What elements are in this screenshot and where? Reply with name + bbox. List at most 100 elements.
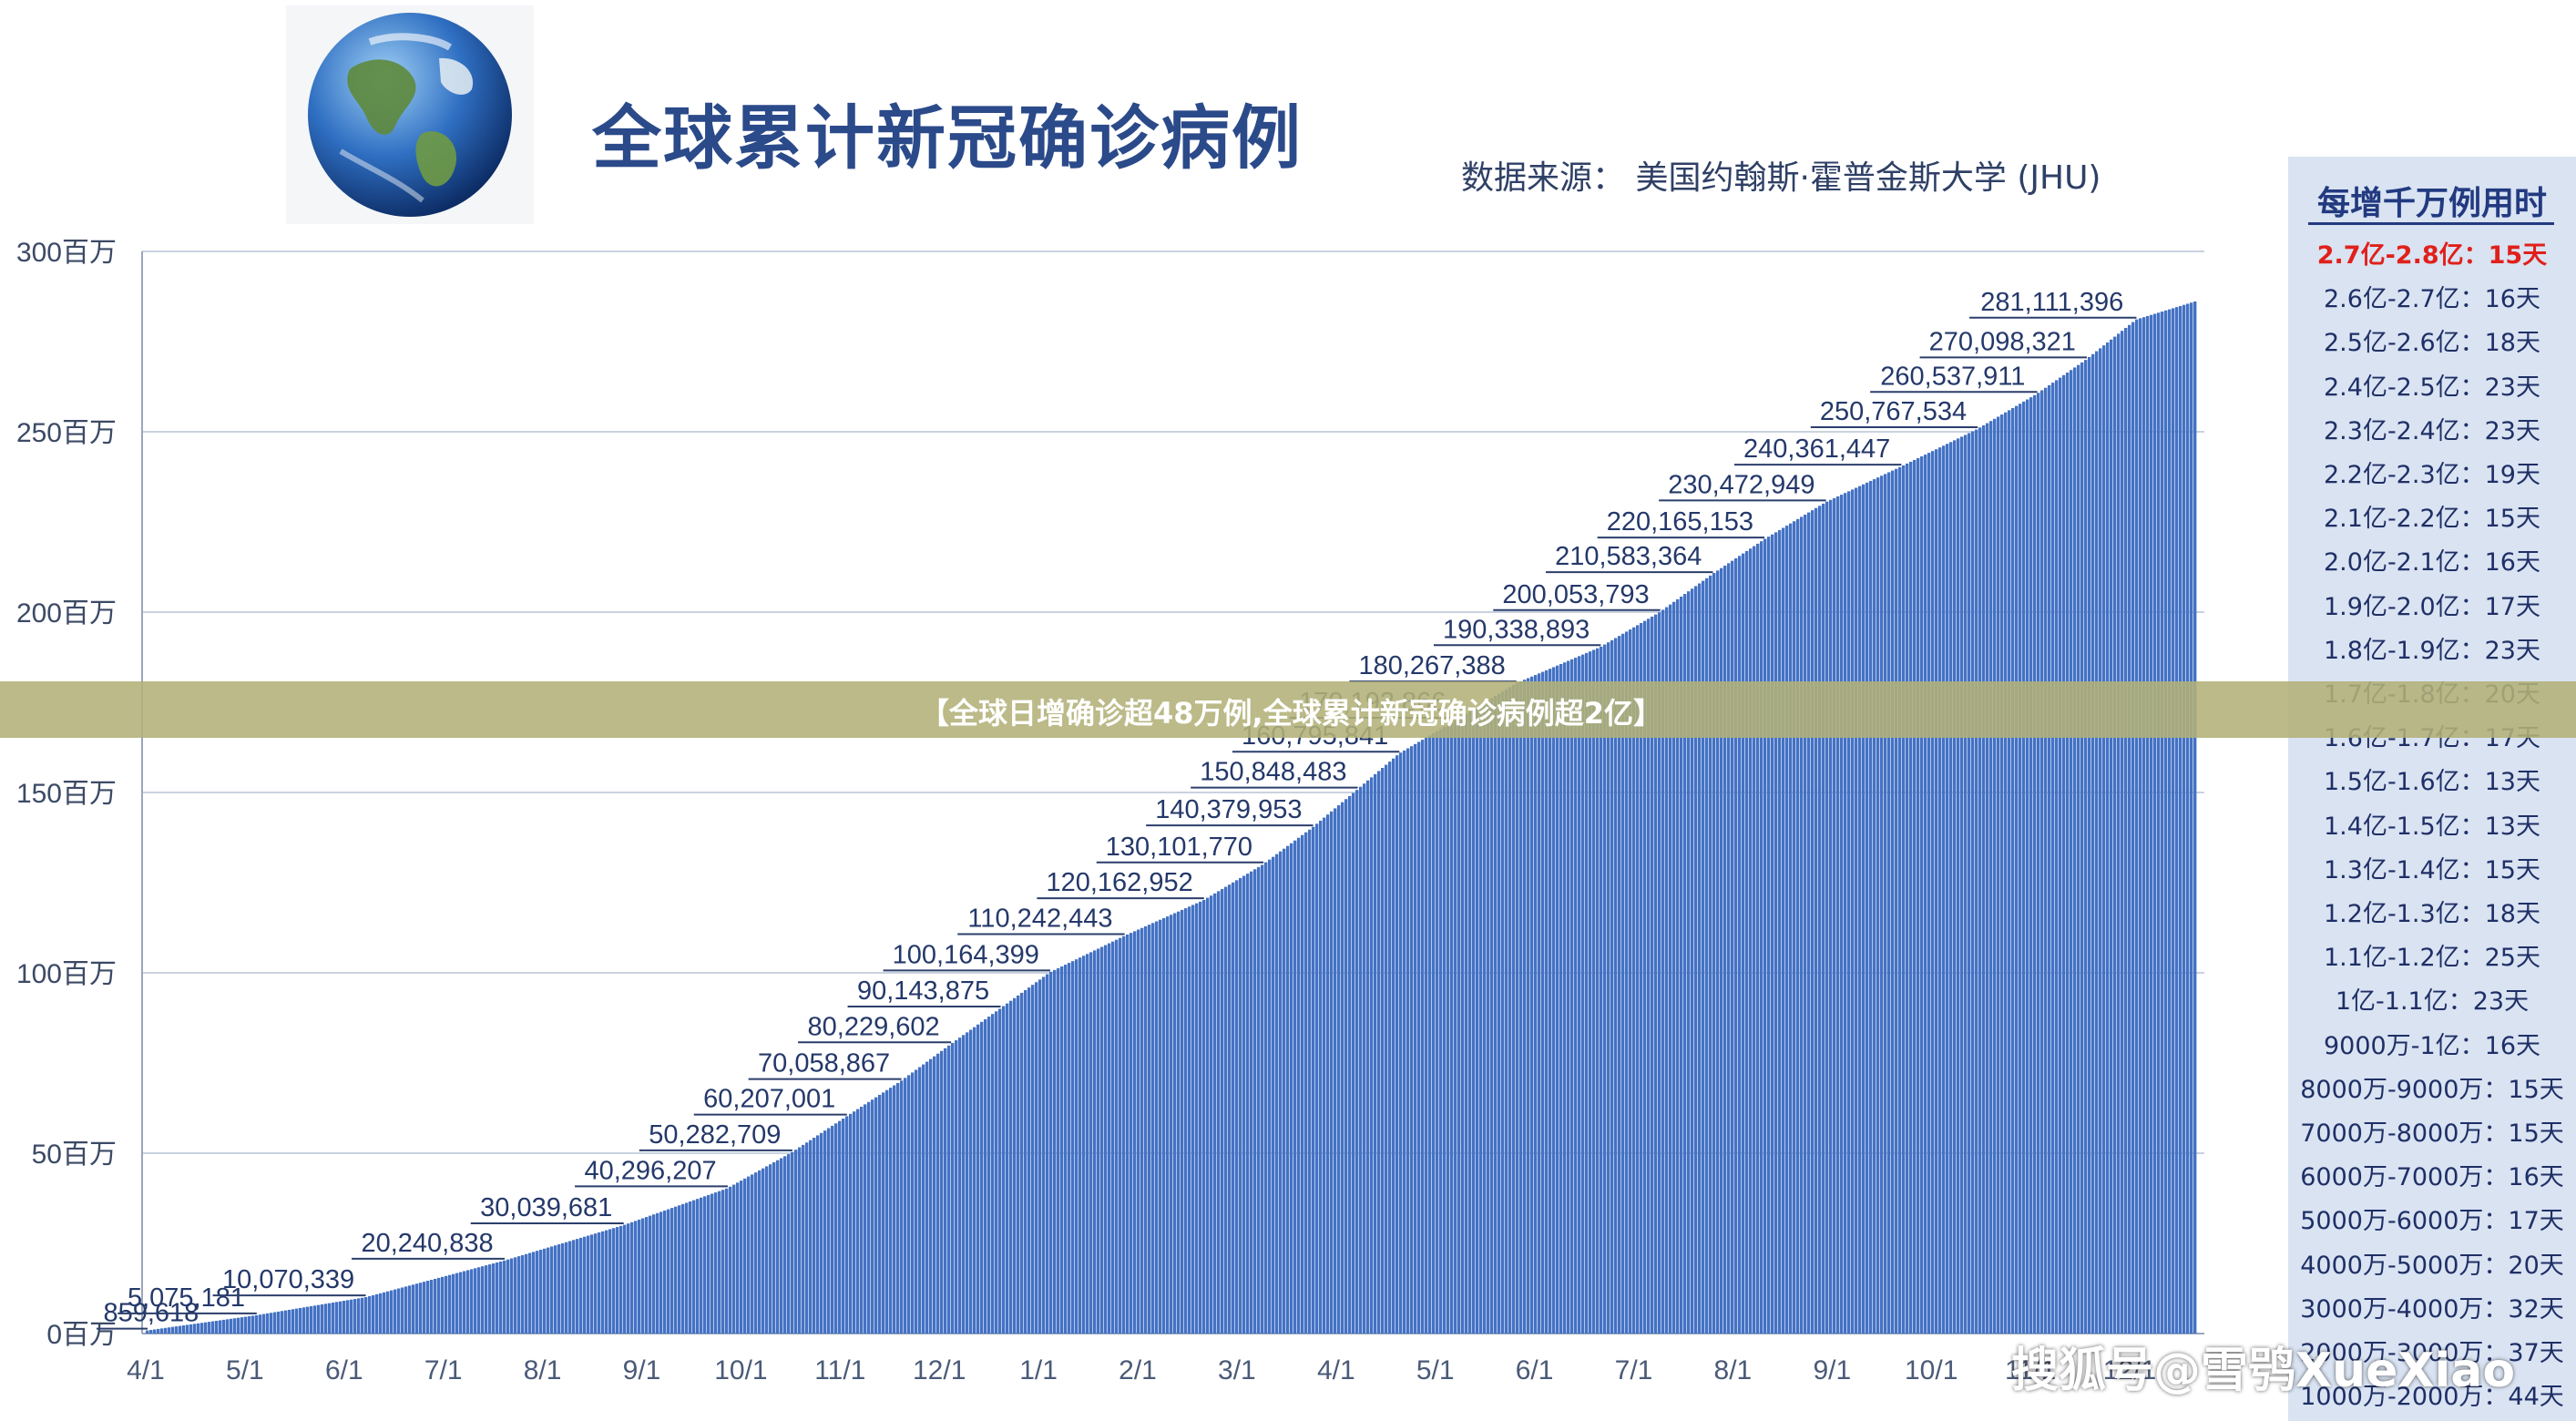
bar: [1782, 527, 1785, 1334]
bar: [2150, 314, 2153, 1334]
bar: [1272, 856, 1275, 1334]
row-range: 7000万-8000万：: [2300, 1119, 2509, 1148]
bar: [2008, 410, 2011, 1334]
milestone-label: 250,767,534: [1820, 397, 1967, 426]
bar: [1869, 480, 1873, 1334]
bar: [2153, 313, 2157, 1334]
row-days: 19天: [2484, 461, 2540, 489]
bar: [419, 1283, 423, 1334]
bar: [882, 1092, 885, 1334]
bar: [1137, 929, 1140, 1334]
bar: [266, 1313, 270, 1334]
bar: [1898, 466, 1902, 1334]
bar: [619, 1225, 623, 1334]
bar: [153, 1329, 157, 1334]
bar: [204, 1322, 208, 1334]
bar: [434, 1278, 437, 1334]
bar: [721, 1190, 725, 1334]
bar: [1530, 676, 1534, 1334]
bar: [448, 1274, 452, 1334]
bar: [1661, 609, 1665, 1334]
bar: [962, 1035, 966, 1334]
bar: [1173, 913, 1177, 1334]
bar: [572, 1240, 576, 1334]
bar: [2029, 397, 2033, 1334]
bar: [375, 1293, 379, 1334]
bar: [353, 1299, 357, 1334]
bar: [754, 1172, 758, 1334]
x-tick-label: 4/1: [1317, 1355, 1355, 1385]
bar: [1439, 729, 1443, 1334]
row-days: 23天: [2484, 416, 2540, 445]
milestone-label: 210,583,364: [1555, 542, 1702, 571]
row-range: 2.0亿-2.1亿：: [2324, 548, 2485, 578]
bar: [1902, 465, 1906, 1334]
x-tick-label: 9/1: [1813, 1355, 1851, 1385]
row-days: 37天: [2508, 1339, 2564, 1367]
x-tick-label: 6/1: [325, 1355, 363, 1385]
row-days: 15天: [2484, 505, 2540, 534]
bar: [1654, 614, 1658, 1334]
bar: [769, 1164, 772, 1334]
bar: [834, 1123, 838, 1334]
bar: [2182, 304, 2186, 1334]
side-panel-row: 1.4亿-1.5亿：13天: [2288, 806, 2576, 842]
bar: [2048, 384, 2051, 1334]
bar: [1130, 933, 1133, 1334]
bar: [2135, 319, 2139, 1334]
bar: [1636, 625, 1640, 1334]
bar: [160, 1328, 164, 1334]
bar: [634, 1221, 638, 1334]
milestone-label: 40,296,207: [584, 1156, 716, 1185]
side-panel-row: 6000万-7000万：16天: [2288, 1157, 2576, 1192]
bar: [1960, 436, 1964, 1334]
bar: [995, 1011, 998, 1334]
bar: [262, 1314, 266, 1334]
milestone-label: 60,207,001: [703, 1085, 835, 1114]
bar: [1756, 543, 1760, 1334]
row-days: 13天: [2484, 768, 2540, 797]
bar: [1330, 811, 1334, 1334]
bar: [1953, 440, 1957, 1334]
side-panel-row: 2.6亿-2.7亿：16天: [2288, 279, 2576, 314]
bar: [1191, 905, 1195, 1334]
bar: [714, 1192, 718, 1334]
bar: [226, 1319, 230, 1334]
globe-icon: [286, 5, 534, 224]
bar: [681, 1203, 685, 1334]
bar: [386, 1291, 390, 1334]
bar: [342, 1301, 346, 1334]
bar: [772, 1161, 776, 1334]
bar: [321, 1303, 324, 1334]
bar: [1060, 966, 1064, 1334]
x-tick-label: 11/1: [2005, 1355, 2056, 1385]
bar: [200, 1323, 204, 1334]
bar: [1676, 598, 1680, 1334]
bar: [1567, 660, 1570, 1334]
bar: [1745, 550, 1749, 1334]
bar: [809, 1140, 813, 1334]
bar: [1807, 512, 1811, 1334]
bar: [568, 1241, 572, 1334]
bar: [1738, 556, 1742, 1334]
bar: [1297, 837, 1301, 1334]
row-days: 17天: [2508, 1207, 2564, 1236]
bar: [929, 1058, 933, 1334]
row-days: 16天: [2484, 548, 2540, 578]
row-days: 17天: [2484, 592, 2540, 621]
bar: [1089, 952, 1093, 1334]
bar: [2139, 318, 2142, 1334]
bar: [1042, 976, 1046, 1334]
bar: [157, 1328, 160, 1334]
x-tick-label: 4/1: [127, 1355, 165, 1385]
bar: [649, 1215, 652, 1334]
x-tick-label: 12/1: [913, 1355, 966, 1385]
bar: [1188, 906, 1191, 1334]
bar: [871, 1099, 874, 1334]
x-tick-label: 9/1: [623, 1355, 661, 1385]
bar: [1315, 823, 1319, 1334]
bar: [1508, 687, 1512, 1334]
bar: [765, 1166, 769, 1334]
bar: [1720, 567, 1723, 1334]
milestone-label: 110,242,443: [967, 904, 1112, 933]
